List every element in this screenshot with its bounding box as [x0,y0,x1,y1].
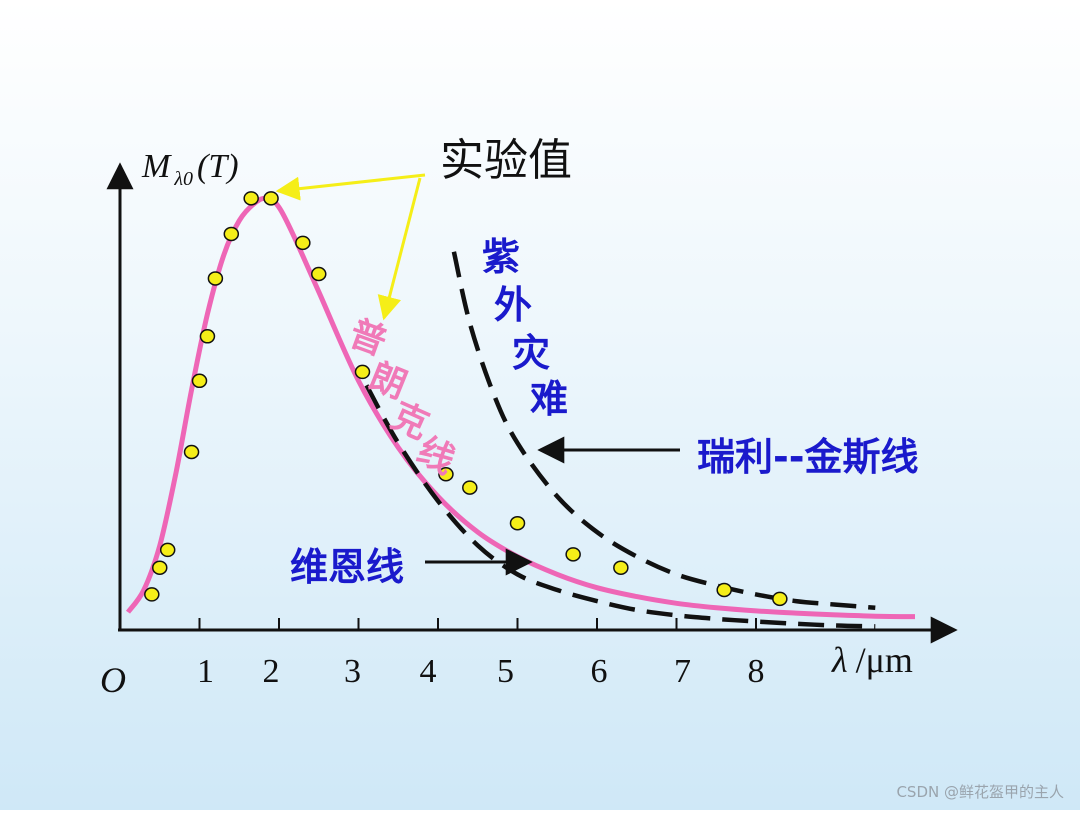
x-tick-label-3: 3 [344,653,361,690]
experimental-points [144,191,788,607]
experimental-point-4 [183,444,200,460]
experimental-point-16 [509,515,526,531]
experimental-point-2 [152,560,168,575]
origin-label: O [100,660,126,700]
experimental-point-8 [223,226,240,242]
experimental-point-19 [716,582,732,598]
wien-curve [364,384,876,629]
experimental-point-1 [144,587,160,602]
experimental-point-3 [159,542,176,558]
wien-label: 维恩线 [290,545,404,589]
experimental-point-18 [613,560,629,575]
experimental-value-label: 实验值 [440,135,572,186]
uv-catastrophe-char-1: 紫 [482,235,520,279]
experimental-point-5 [191,373,208,389]
y-label-arg: (T) [197,148,239,185]
uv-catastrophe-char-2: 外 [494,283,532,327]
experimental-point-15 [462,480,478,495]
x-ticks: 1 2 3 4 5 6 7 8 [197,618,765,690]
experimental-point-20 [772,591,788,607]
y-label-base: M [141,148,172,185]
x-tick-label-4: 4 [420,653,437,690]
uv-catastrophe-char-4: 难 [530,377,568,421]
experimental-point-13 [354,364,371,380]
x-tick-label-6: 6 [591,653,608,690]
experimental-arrow-to-curve [377,177,422,321]
watermark: CSDN @鲜花盔甲的主人 [896,783,1064,801]
experimental-arrow-to-peak [275,173,426,201]
x-axis-label: λ /μm [831,640,913,680]
x-tick-label-8: 8 [748,653,765,690]
rayleigh-jeans-label: 瑞利--金斯线 [697,435,919,479]
x-tick-label-2: 2 [263,653,280,690]
experimental-point-14 [438,467,454,482]
rayleigh-jeans-curve [451,251,876,611]
y-label-sub: λ0 [173,168,193,190]
experimental-point-6 [199,329,216,344]
experimental-point-17 [565,547,581,562]
x-label-unit: /μm [856,640,913,680]
experimental-point-9 [243,191,259,206]
x-tick-label-5: 5 [497,653,514,690]
experimental-point-7 [207,271,224,286]
planck-curve [125,195,916,620]
planck-char-1: 普 [344,313,392,364]
y-axis-label: M λ0 (T) [141,148,239,190]
series-curves [125,195,916,629]
x-tick-label-7: 7 [674,653,691,690]
experimental-point-11 [295,235,311,251]
x-label-symbol: λ [831,640,848,680]
uv-catastrophe-char-3: 灾 [512,331,550,375]
experimental-point-10 [263,191,279,206]
x-tick-label-1: 1 [197,653,214,690]
experimental-point-12 [311,266,327,282]
